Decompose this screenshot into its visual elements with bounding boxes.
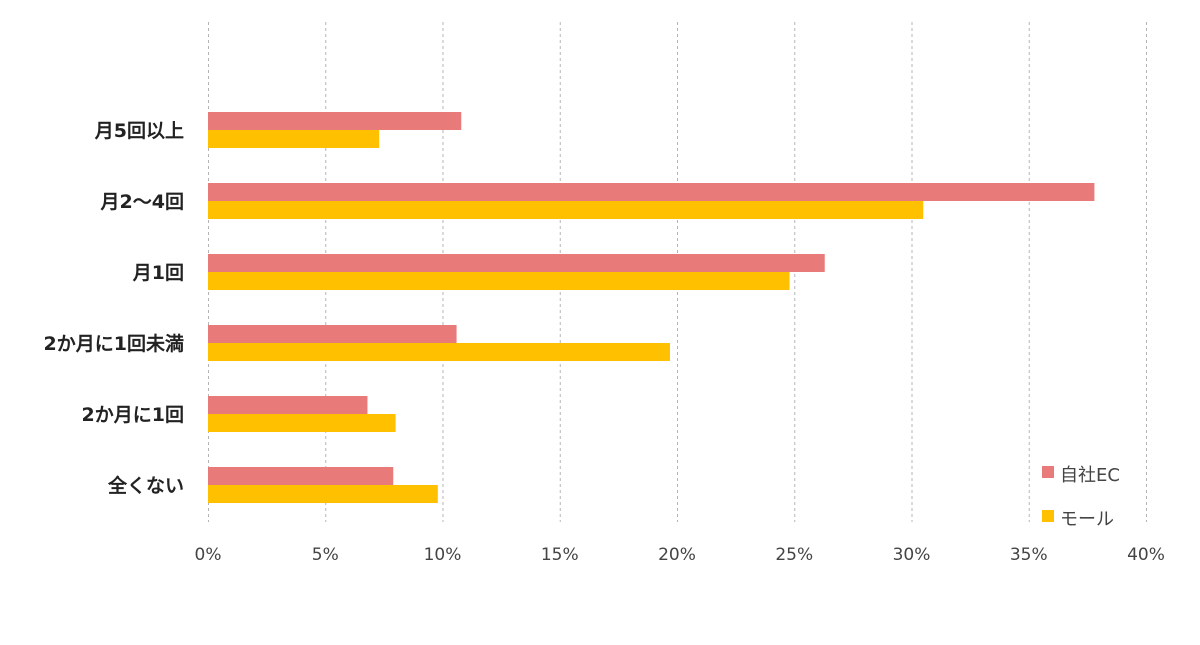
x-tick-labels: 0% 5% 10% 15% 20% 25% 30% 35% 40% — [195, 545, 1165, 565]
x-tick-label-10: 10% — [424, 545, 462, 565]
category-label-1: 月2～4回 — [100, 191, 184, 213]
x-tick-label-40: 40% — [1127, 545, 1165, 565]
grid-layer — [208, 22, 1147, 522]
bar-jisha-ec-4 — [208, 396, 368, 414]
legend-label-mall: モール — [1060, 509, 1114, 530]
category-label-4: 2か月に1回 — [82, 404, 184, 426]
x-tick-label-20: 20% — [658, 545, 696, 565]
bar-mall-1 — [208, 201, 924, 219]
bar-jisha-ec-0 — [208, 112, 462, 130]
x-tick-label-0: 0% — [195, 545, 222, 565]
bar-mall-2 — [208, 272, 790, 290]
legend-label-jisha-ec: 自社EC — [1060, 465, 1120, 486]
x-tick-label-15: 15% — [541, 545, 579, 565]
x-tick-label-25: 25% — [775, 545, 813, 565]
category-label-2: 月1回 — [132, 262, 184, 284]
bar-jisha-ec-5 — [208, 467, 394, 485]
x-tick-label-35: 35% — [1010, 545, 1048, 565]
bar-mall-0 — [208, 130, 380, 148]
category-label-0: 月5回以上 — [94, 120, 184, 142]
bar-jisha-ec-2 — [208, 254, 825, 272]
category-label-3: 2か月に1回未満 — [44, 332, 184, 355]
bar-jisha-ec-1 — [208, 183, 1095, 201]
bars-layer — [208, 112, 1095, 503]
x-tick-label-5: 5% — [312, 545, 339, 565]
legend-swatch-mall — [1042, 510, 1054, 522]
legend: 自社EC モール — [1042, 465, 1120, 530]
bar-mall-5 — [208, 485, 438, 503]
legend-swatch-jisha-ec — [1042, 466, 1054, 478]
bar-mall-4 — [208, 414, 396, 432]
bar-jisha-ec-3 — [208, 325, 457, 343]
x-tick-label-30: 30% — [893, 545, 931, 565]
bar-mall-3 — [208, 343, 670, 361]
category-label-5: 全くない — [107, 474, 184, 497]
